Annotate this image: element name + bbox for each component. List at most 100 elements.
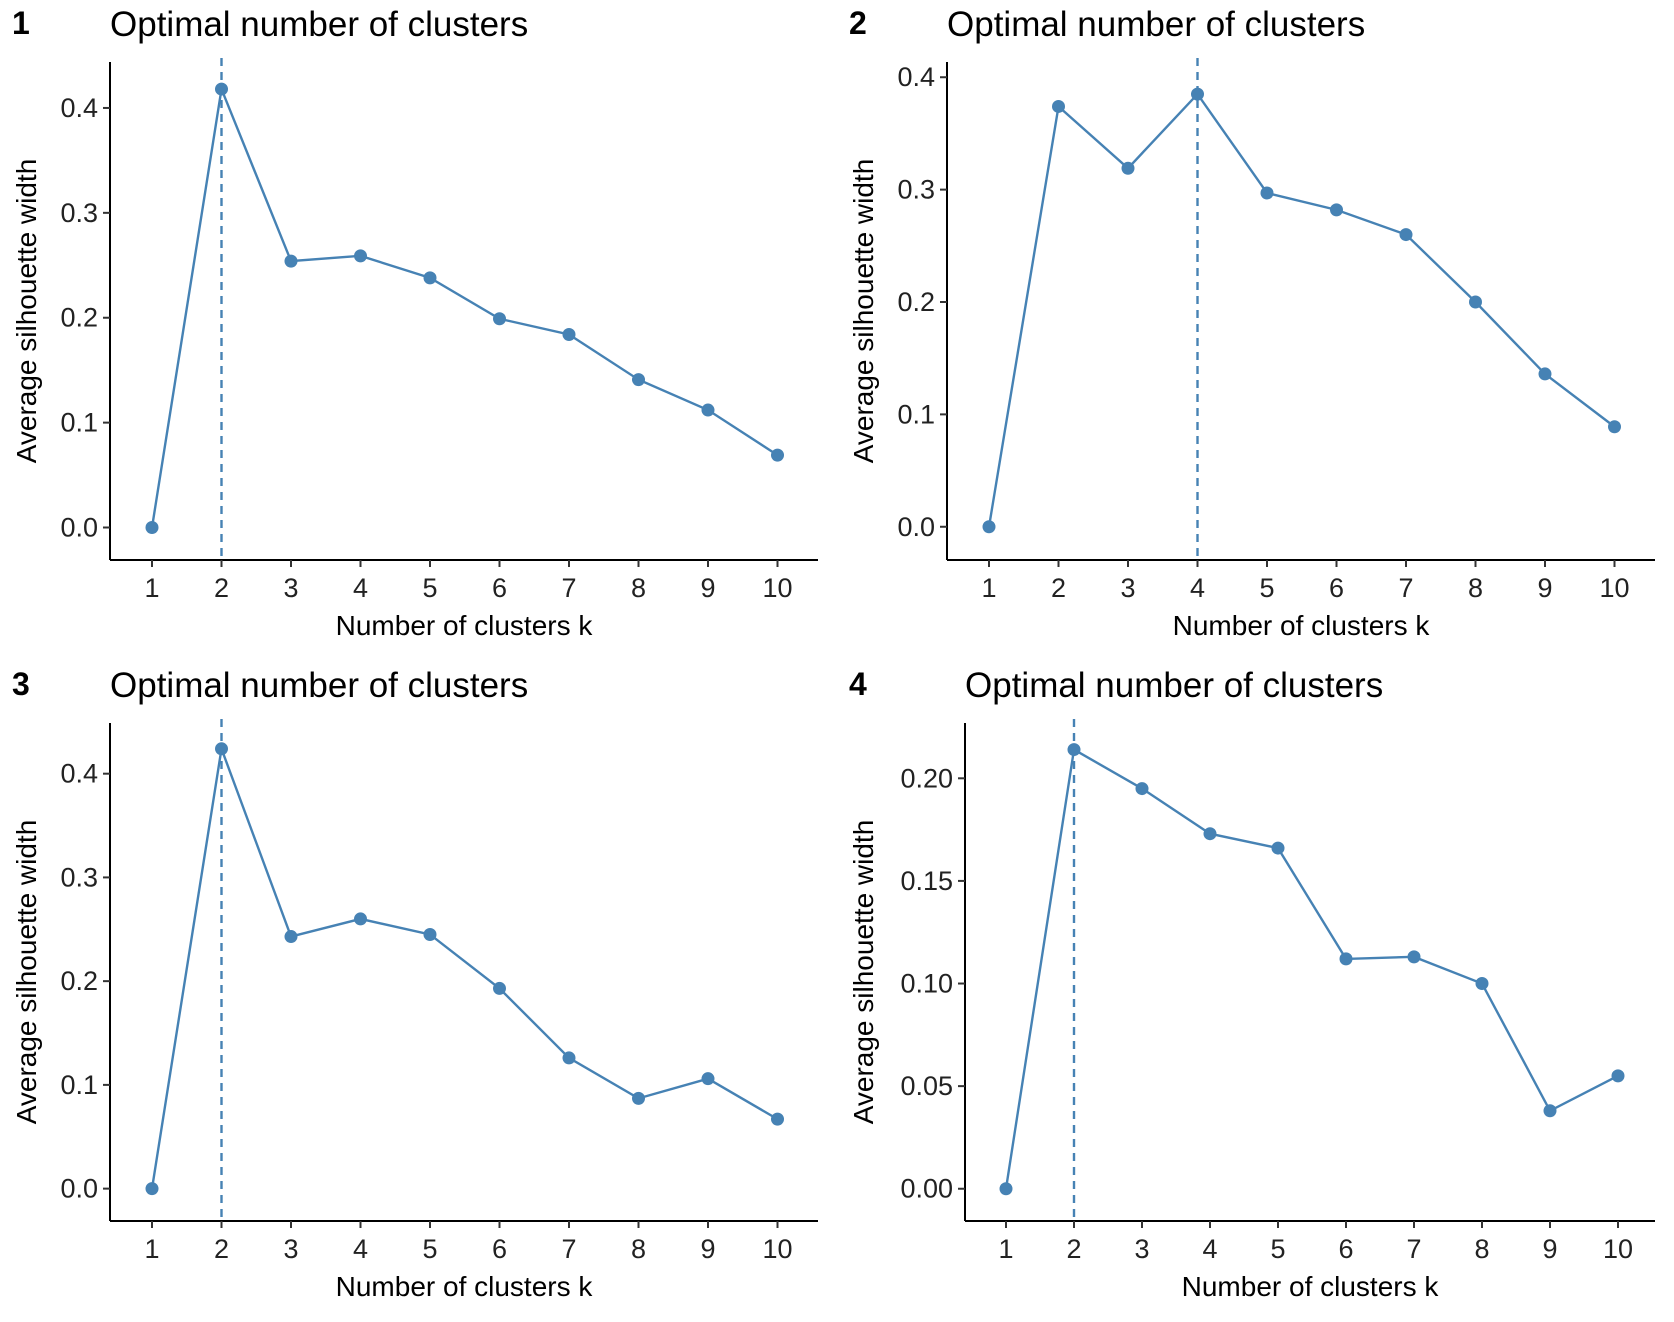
x-tick-label: 1: [144, 1234, 159, 1264]
x-tick-label: 7: [1398, 573, 1413, 603]
data-point: [145, 521, 159, 535]
data-point: [284, 254, 298, 268]
series-line: [150, 84, 779, 528]
y-tick-label: 0.1: [60, 408, 98, 438]
x-tick-label: 3: [283, 1234, 298, 1264]
chart-svg: 2 Optimal number of clusters 0.0 0.1 0.2 0.3 0…: [848, 5, 1655, 641]
x-tick-label: 5: [1270, 1234, 1285, 1264]
chart-panel-4: 4 Optimal number of clusters 0.00 0.05 0.10 0…: [837, 661, 1674, 1322]
x-axis-title: Number of clusters k: [336, 610, 594, 641]
y-tick-label: 0.20: [900, 763, 953, 793]
data-point: [1052, 99, 1065, 113]
data-point: [354, 912, 367, 926]
data-point: [632, 1091, 645, 1105]
y-tick-label: 0.1: [60, 1070, 98, 1100]
data-point: [1330, 203, 1343, 217]
x-tick-label: 2: [1051, 573, 1066, 603]
y-tick-label: 0.4: [897, 62, 935, 92]
chart-title: Optimal number of clusters: [110, 666, 528, 705]
y-tick-label: 0.0: [897, 512, 935, 542]
y-tick-label: 0.0: [60, 1174, 98, 1204]
x-tick-label: 5: [1259, 573, 1274, 603]
data-point: [1538, 367, 1552, 381]
x-tick-label: 1: [998, 1234, 1013, 1264]
x-tick-label: 5: [422, 1234, 437, 1264]
data-point: [493, 981, 506, 995]
data-point: [1191, 87, 1204, 101]
y-tick-label: 0.1: [897, 399, 935, 429]
data-point: [423, 927, 437, 941]
x-tick-label: 8: [1474, 1234, 1489, 1264]
data-point: [1469, 295, 1482, 309]
data-point: [1608, 420, 1621, 434]
data-point: [1611, 1069, 1625, 1083]
x-tick-label: 5: [422, 573, 437, 603]
series-line: [150, 744, 779, 1189]
x-tick-label: 9: [700, 573, 715, 603]
x-tick-label: 3: [283, 573, 298, 603]
x-tick-label: 4: [353, 573, 368, 603]
y-axis-title: Average silhouette width: [11, 159, 42, 464]
x-tick-label: 9: [1537, 573, 1552, 603]
x-axis-title: Number of clusters k: [1182, 1271, 1440, 1302]
x-tick-label: 4: [1202, 1234, 1217, 1264]
data-point: [562, 328, 576, 342]
panel-label: 4: [849, 666, 867, 702]
chart-title: Optimal number of clusters: [947, 5, 1365, 44]
data-point: [1399, 228, 1413, 242]
data-point: [493, 312, 506, 326]
x-tick-label: 9: [700, 1234, 715, 1264]
data-point: [215, 82, 228, 96]
x-axis-title: Number of clusters k: [336, 1271, 594, 1302]
x-tick-label: 7: [561, 573, 576, 603]
x-tick-label: 4: [353, 1234, 368, 1264]
y-tick-label: 0.3: [897, 175, 935, 205]
data-point: [354, 249, 367, 263]
data-point: [1135, 782, 1149, 796]
x-tick-label: 9: [1542, 1234, 1557, 1264]
panel-label: 3: [12, 666, 30, 702]
x-tick-label: 6: [1338, 1234, 1353, 1264]
x-axis-title: Number of clusters k: [1173, 610, 1431, 641]
x-tick-label: 2: [1066, 1234, 1081, 1264]
panel-label: 1: [12, 5, 30, 41]
y-tick-label: 0.3: [60, 198, 98, 228]
y-axis-title: Average silhouette width: [848, 159, 879, 464]
data-point: [1271, 841, 1285, 855]
data-point: [1067, 743, 1081, 757]
chart-title: Optimal number of clusters: [110, 5, 528, 44]
data-point: [423, 271, 437, 285]
x-tick-label: 7: [561, 1234, 576, 1264]
x-tick-label: 8: [631, 573, 646, 603]
data-point: [562, 1051, 576, 1065]
x-tick-label: 2: [214, 573, 229, 603]
x-tick-label: 1: [981, 573, 996, 603]
data-point: [999, 1182, 1013, 1196]
chart-svg: 3 Optimal number of clusters 0.0 0.1 0.2 0.3 0…: [11, 666, 818, 1302]
x-tick-label: 8: [631, 1234, 646, 1264]
chart-title: Optimal number of clusters: [965, 666, 1383, 705]
x-tick-label: 6: [492, 573, 507, 603]
y-tick-label: 0.4: [60, 93, 98, 123]
x-tick-label: 8: [1468, 573, 1483, 603]
data-point: [701, 1072, 715, 1086]
panel-label: 2: [849, 5, 867, 41]
series-line: [1004, 747, 1619, 1189]
x-tick-label: 2: [214, 1234, 229, 1264]
x-tick-label: 10: [762, 1234, 792, 1264]
x-tick-label: 6: [492, 1234, 507, 1264]
y-tick-label: 0.2: [60, 303, 98, 333]
data-point: [1475, 977, 1489, 991]
data-point: [284, 930, 298, 944]
y-tick-label: 0.4: [60, 759, 98, 789]
data-point: [1260, 186, 1274, 200]
data-point: [1407, 950, 1421, 964]
data-point: [145, 1182, 159, 1196]
x-tick-label: 4: [1190, 573, 1205, 603]
chart-svg: 4 Optimal number of clusters 0.00 0.05 0.10 0…: [848, 666, 1655, 1302]
data-point: [632, 373, 645, 387]
data-point: [1543, 1104, 1557, 1118]
chart-panel-3: 3 Optimal number of clusters 0.0 0.1 0.2 0.3 0…: [0, 661, 837, 1322]
y-tick-label: 0.2: [897, 287, 935, 317]
